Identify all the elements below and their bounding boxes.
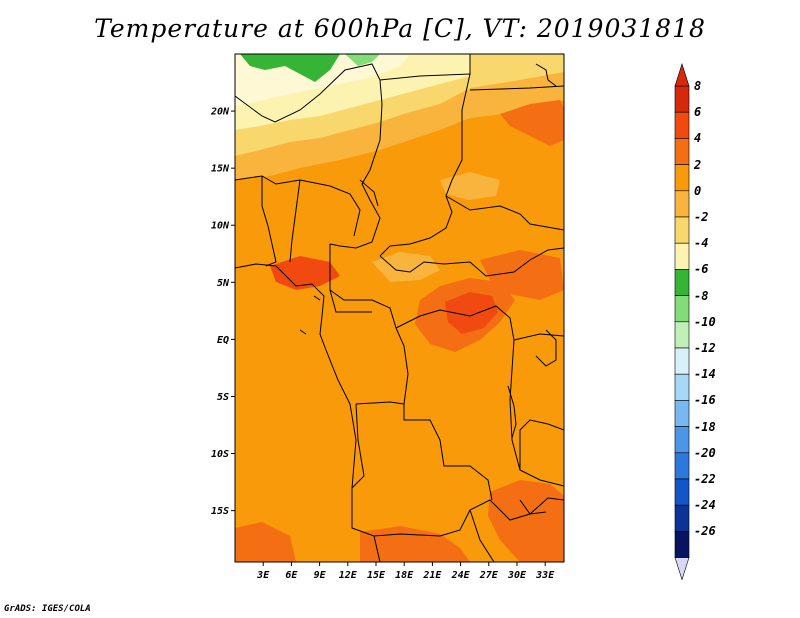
colorbar-swatch <box>674 478 690 506</box>
lon-tick-label: 27E <box>479 570 499 581</box>
colorbar-swatch <box>674 190 690 218</box>
colorbar-label: -14 <box>694 367 716 382</box>
colorbar-label: 4 <box>694 131 702 146</box>
field-warm-east <box>480 250 564 300</box>
colorbar-swatch <box>674 400 690 427</box>
lat-tick-label: EQ <box>217 335 229 346</box>
lat-tick-label: 15S <box>211 506 229 517</box>
lat-tick-label: 10N <box>211 221 230 232</box>
credit-text: GrADS: IGES/COLA <box>4 604 91 614</box>
colorbar-label: -8 <box>694 288 709 303</box>
colorbar-swatch <box>674 321 690 349</box>
lon-tick-label: 6E <box>285 570 298 581</box>
colorbar-swatch <box>674 138 690 165</box>
colorbar-label: -26 <box>694 524 716 539</box>
lat-tick-label: 15N <box>211 164 230 175</box>
colorbar-label: -4 <box>694 236 709 251</box>
colorbar-low-triangle <box>674 557 690 581</box>
colorbar-swatch <box>674 531 690 558</box>
field-hot-central <box>445 292 498 334</box>
lon-tick-label: 21E <box>422 570 442 581</box>
lat-tick-label: 20N <box>210 107 230 118</box>
field-warm-sw <box>235 522 296 562</box>
colorbar-swatch <box>674 426 690 454</box>
lat-tick-label: 5N <box>217 278 230 289</box>
country-borders <box>235 54 564 562</box>
colorbar-swatch <box>674 295 690 323</box>
colorbar-swatch <box>674 85 690 113</box>
colorbar-swatch <box>674 269 690 296</box>
lon-tick-label: 24E <box>451 570 471 581</box>
colorbar-label: -22 <box>694 472 716 486</box>
lat-tick-label: 5S <box>217 392 229 403</box>
colorbar-swatch <box>674 242 690 270</box>
field-cool-patch-2 <box>440 172 500 200</box>
field-zone-green <box>240 54 340 82</box>
colorbar-swatch <box>674 216 690 244</box>
colorbar-label: -10 <box>694 314 716 329</box>
colorbar-label: -6 <box>694 262 709 277</box>
colorbar-label: 0 <box>694 183 702 198</box>
colorbar-high-triangle <box>674 63 690 87</box>
colorbar-label: 2 <box>694 157 702 172</box>
lon-tick-label: 15E <box>367 570 386 581</box>
lon-tick-label: 9E <box>314 570 327 581</box>
colorbar-swatch <box>674 347 690 375</box>
colorbar-label: 8 <box>694 79 702 93</box>
field-warm-ne <box>500 100 564 146</box>
lon-tick-label: 12E <box>339 570 358 581</box>
lon-tick-label: 3E <box>256 570 270 581</box>
lon-axis: 3E 6E 9E 12E 15E 18E 21E 24E 27E 30E 33E <box>256 562 555 581</box>
colorbar-label: -18 <box>694 419 716 434</box>
colorbar-label: -20 <box>694 445 716 460</box>
colorbar-swatch <box>674 504 690 532</box>
lon-tick-label: 30E <box>507 570 527 581</box>
colorbar-label: -24 <box>694 498 716 513</box>
chart-title: Temperature at 600hPa [C], VT: 201903181… <box>94 14 706 43</box>
lon-tick-label: 18E <box>395 570 414 581</box>
field-warm-nigeria <box>270 256 340 290</box>
lon-tick-label: 33E <box>535 570 555 581</box>
field-zone-green-light <box>345 54 380 66</box>
colorbar-swatch <box>674 111 690 139</box>
temperature-field <box>235 54 564 562</box>
colorbar-swatch <box>674 373 690 401</box>
lat-tick-label: 10S <box>211 449 229 460</box>
colorbar <box>674 63 690 581</box>
colorbar-swatch <box>674 164 690 192</box>
colorbar-swatch <box>674 452 690 480</box>
colorbar-label: 6 <box>694 105 702 120</box>
colorbar-label: -12 <box>694 341 716 355</box>
lat-axis: 20N 15N 10N 5N EQ 5S 10S 15S <box>210 107 235 517</box>
field-cool-patch <box>372 252 440 282</box>
colorbar-label: -16 <box>694 393 716 408</box>
colorbar-label: -2 <box>694 210 709 224</box>
plot-frame <box>234 53 565 563</box>
